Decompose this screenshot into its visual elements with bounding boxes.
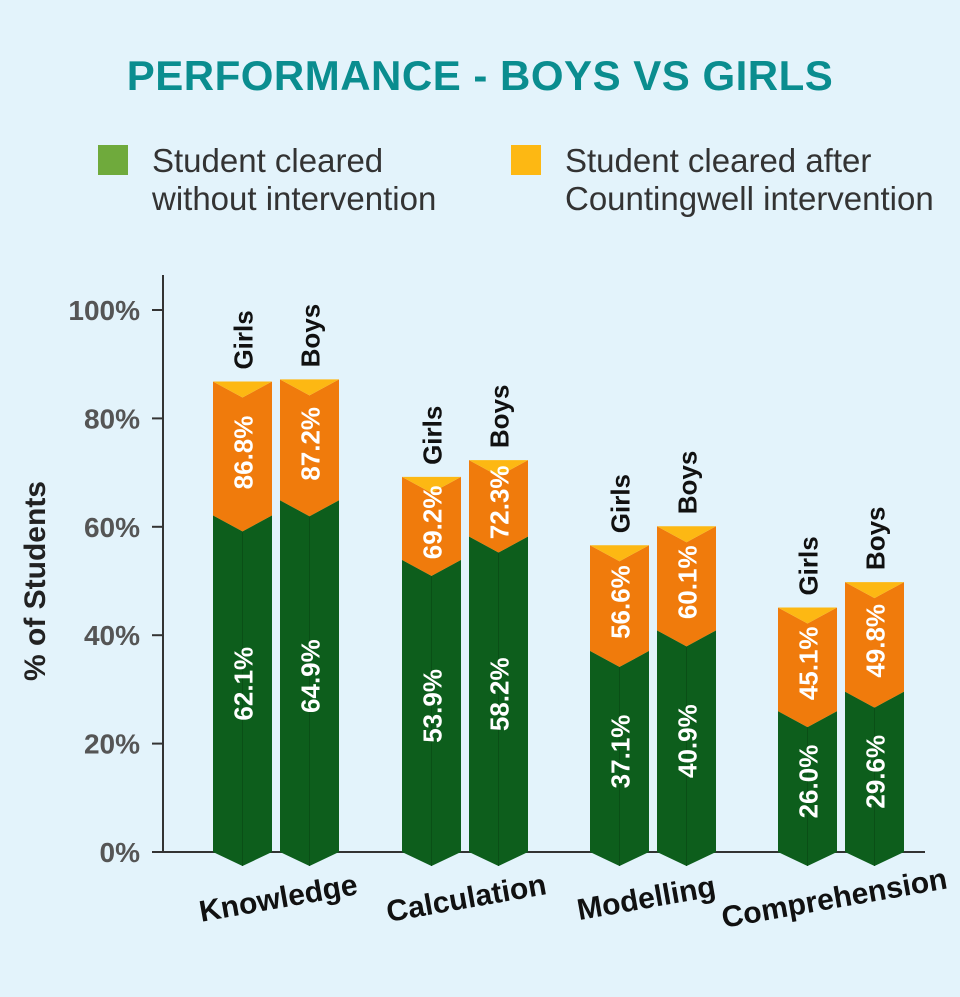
value-label-without: 64.9%	[296, 639, 326, 713]
bar-boys-calculation: 58.2% 72.3% Boys	[469, 385, 528, 866]
segment-after-top	[402, 476, 461, 493]
segment-after	[590, 545, 649, 667]
value-label-after: 49.8%	[861, 604, 891, 678]
value-label-after: 72.3%	[485, 465, 515, 539]
value-label-without: 37.1%	[606, 715, 636, 789]
bar-girls-modelling: 37.1% 56.6% Girls	[590, 474, 649, 866]
bar-girls-comprehension: 26.0% 45.1% Girls	[778, 536, 837, 866]
value-label-without: 53.9%	[418, 669, 448, 743]
segment-after-top	[280, 379, 339, 396]
y-tick-label: 20%	[84, 729, 140, 760]
segment-after	[657, 526, 716, 647]
group-label-girls: Girls	[418, 406, 448, 465]
category-label-comprehension: Comprehension	[719, 863, 950, 935]
bar-girls-calculation: 53.9% 69.2% Girls	[402, 406, 461, 866]
value-label-without: 58.2%	[485, 657, 515, 731]
value-label-without: 26.0%	[794, 745, 824, 819]
value-label-after: 69.2%	[418, 486, 448, 560]
bar-boys-knowledge: 64.9% 87.2% Boys	[280, 304, 339, 866]
category-label-modelling: Modelling	[575, 870, 719, 927]
value-label-after: 56.6%	[606, 565, 636, 639]
segment-after-top	[469, 460, 528, 477]
value-label-after: 45.1%	[794, 626, 824, 700]
segment-after-top	[590, 545, 649, 562]
bar-girls-knowledge: 62.1% 86.8% Girls	[213, 310, 272, 866]
y-tick-label: 40%	[84, 620, 140, 651]
chart-title: PERFORMANCE - BOYS VS GIRLS	[126, 52, 834, 99]
y-tick-label: 0%	[100, 837, 141, 868]
group-label-boys: Boys	[861, 507, 891, 571]
value-label-without: 62.1%	[229, 647, 259, 721]
legend-swatch-without	[98, 145, 128, 175]
group-label-girls: Girls	[606, 474, 636, 533]
value-label-after: 86.8%	[229, 416, 259, 490]
y-tick-label: 100%	[68, 295, 140, 326]
segment-after-top	[778, 607, 837, 624]
legend-label-after-line1: Student cleared after	[565, 142, 872, 179]
legend-label-after-line2: Countingwell intervention	[565, 180, 934, 217]
value-label-after: 60.1%	[673, 545, 703, 619]
legend-item-after: Student cleared after Countingwell inter…	[511, 142, 960, 218]
segment-after-top	[657, 526, 716, 543]
legend-label-without-line1: Student cleared	[152, 142, 384, 179]
group-label-girls: Girls	[229, 310, 259, 369]
segment-after	[280, 379, 339, 517]
y-tick-label: 60%	[84, 512, 140, 543]
legend-item-without: Student cleared without intervention	[98, 142, 532, 218]
category-label-knowledge: Knowledge	[197, 869, 360, 929]
group-label-boys: Boys	[296, 304, 326, 368]
segment-after-top	[213, 381, 272, 398]
segment-after	[845, 582, 904, 708]
y-axis-label: % of Students	[19, 481, 52, 681]
value-label-after: 87.2%	[296, 407, 326, 481]
bar-boys-modelling: 40.9% 60.1% Boys	[657, 451, 716, 866]
segment-after	[778, 607, 837, 728]
legend-label-after: Student cleared after Countingwell inter…	[565, 142, 960, 218]
y-tick-label: 80%	[84, 403, 140, 434]
segment-after	[213, 381, 272, 532]
segment-after-top	[845, 582, 904, 599]
value-label-without: 29.6%	[861, 735, 891, 809]
group-label-girls: Girls	[794, 536, 824, 595]
segment-after	[402, 476, 461, 576]
legend-swatch-after	[511, 145, 541, 175]
category-label-calculation: Calculation	[384, 868, 549, 929]
bar-boys-comprehension: 29.6% 49.8% Boys	[845, 507, 904, 866]
legend-label-without-line2: without intervention	[152, 180, 437, 217]
value-label-without: 40.9%	[673, 704, 703, 778]
group-label-boys: Boys	[673, 451, 703, 515]
segment-after	[469, 460, 528, 553]
legend-label-without: Student cleared without intervention	[152, 142, 532, 218]
group-label-boys: Boys	[485, 385, 515, 449]
